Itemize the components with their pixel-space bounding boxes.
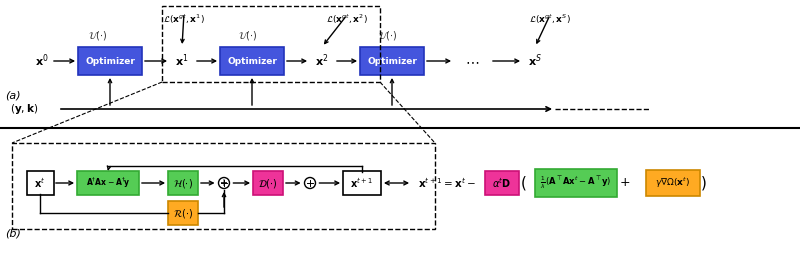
Text: $\mathcal{U}(\cdot)$: $\mathcal{U}(\cdot)$	[88, 29, 108, 42]
FancyBboxPatch shape	[168, 171, 198, 195]
FancyBboxPatch shape	[646, 170, 700, 196]
FancyBboxPatch shape	[78, 47, 142, 75]
Text: $)$: $)$	[700, 174, 706, 192]
Text: $\mathcal{U}(\cdot)$: $\mathcal{U}(\cdot)$	[378, 29, 398, 42]
Text: $\mathcal{R}(\cdot)$: $\mathcal{R}(\cdot)$	[173, 206, 193, 220]
Text: $\mathcal{L}(\mathbf{x}^{gt}, \mathbf{x}^2)$: $\mathcal{L}(\mathbf{x}^{gt}, \mathbf{x}…	[326, 13, 368, 26]
Bar	[162, 6, 380, 82]
FancyBboxPatch shape	[77, 171, 139, 195]
Text: Optimizer: Optimizer	[367, 56, 417, 66]
FancyBboxPatch shape	[360, 47, 424, 75]
Text: $(\mathbf{y}, \mathbf{k})$: $(\mathbf{y}, \mathbf{k})$	[10, 102, 38, 116]
FancyBboxPatch shape	[485, 171, 519, 195]
Text: $\mathcal{U}(\cdot)$: $\mathcal{U}(\cdot)$	[238, 29, 258, 42]
Text: $\mathcal{L}(\mathbf{x}^{gt}, \mathbf{x}^1)$: $\mathcal{L}(\mathbf{x}^{gt}, \mathbf{x}…	[163, 13, 205, 26]
FancyBboxPatch shape	[168, 201, 198, 225]
Text: $+$: $+$	[619, 176, 630, 189]
Text: $\mathcal{L}(\mathbf{x}^{gt}, \mathbf{x}^S)$: $\mathcal{L}(\mathbf{x}^{gt}, \mathbf{x}…	[529, 13, 571, 26]
Text: Optimizer: Optimizer	[85, 56, 135, 66]
FancyBboxPatch shape	[343, 171, 381, 195]
Text: $\alpha^t\mathbf{D}$: $\alpha^t\mathbf{D}$	[492, 176, 512, 190]
Text: $\mathcal{H}(\cdot)$: $\mathcal{H}(\cdot)$	[173, 176, 193, 189]
Text: $\frac{1}{\lambda}(\mathbf{A}^\top\mathbf{A}\mathbf{x}^t-\mathbf{A}^\top\mathbf{: $\frac{1}{\lambda}(\mathbf{A}^\top\mathb…	[540, 175, 612, 191]
Text: $\mathbf{A}^{\dagger}\mathbf{Ax}-\mathbf{A}^{\dagger}\mathbf{y}$: $\mathbf{A}^{\dagger}\mathbf{Ax}-\mathbf…	[86, 176, 130, 190]
Circle shape	[218, 177, 230, 188]
Bar	[12, 143, 435, 229]
Text: (b): (b)	[5, 228, 21, 238]
FancyBboxPatch shape	[220, 47, 284, 75]
Text: Optimizer: Optimizer	[227, 56, 277, 66]
Text: $\mathbf{x}^2$: $\mathbf{x}^2$	[315, 53, 329, 69]
Text: $\mathbf{x}^{t+1}=\mathbf{x}^t-$: $\mathbf{x}^{t+1}=\mathbf{x}^t-$	[418, 176, 476, 190]
FancyBboxPatch shape	[26, 171, 54, 195]
Text: $\mathbf{x}^t$: $\mathbf{x}^t$	[34, 176, 46, 190]
Text: $\mathbf{x}^{t+1}$: $\mathbf{x}^{t+1}$	[350, 176, 374, 190]
Text: $\mathbf{x}^S$: $\mathbf{x}^S$	[528, 53, 542, 69]
FancyBboxPatch shape	[253, 171, 283, 195]
Text: $\gamma\nabla\Omega(\mathbf{x}^t)$: $\gamma\nabla\Omega(\mathbf{x}^t)$	[655, 176, 690, 190]
Text: $\mathbf{x}^1$: $\mathbf{x}^1$	[175, 53, 189, 69]
Text: $\mathcal{D}(\cdot)$: $\mathcal{D}(\cdot)$	[258, 176, 278, 189]
Text: $+$: $+$	[219, 177, 229, 188]
Circle shape	[305, 177, 315, 188]
Text: $($: $($	[520, 174, 526, 192]
Text: (a): (a)	[5, 91, 21, 101]
FancyBboxPatch shape	[535, 169, 617, 197]
Text: $\mathbf{x}^0$: $\mathbf{x}^0$	[35, 53, 49, 69]
Text: $\cdots$: $\cdots$	[465, 54, 479, 68]
